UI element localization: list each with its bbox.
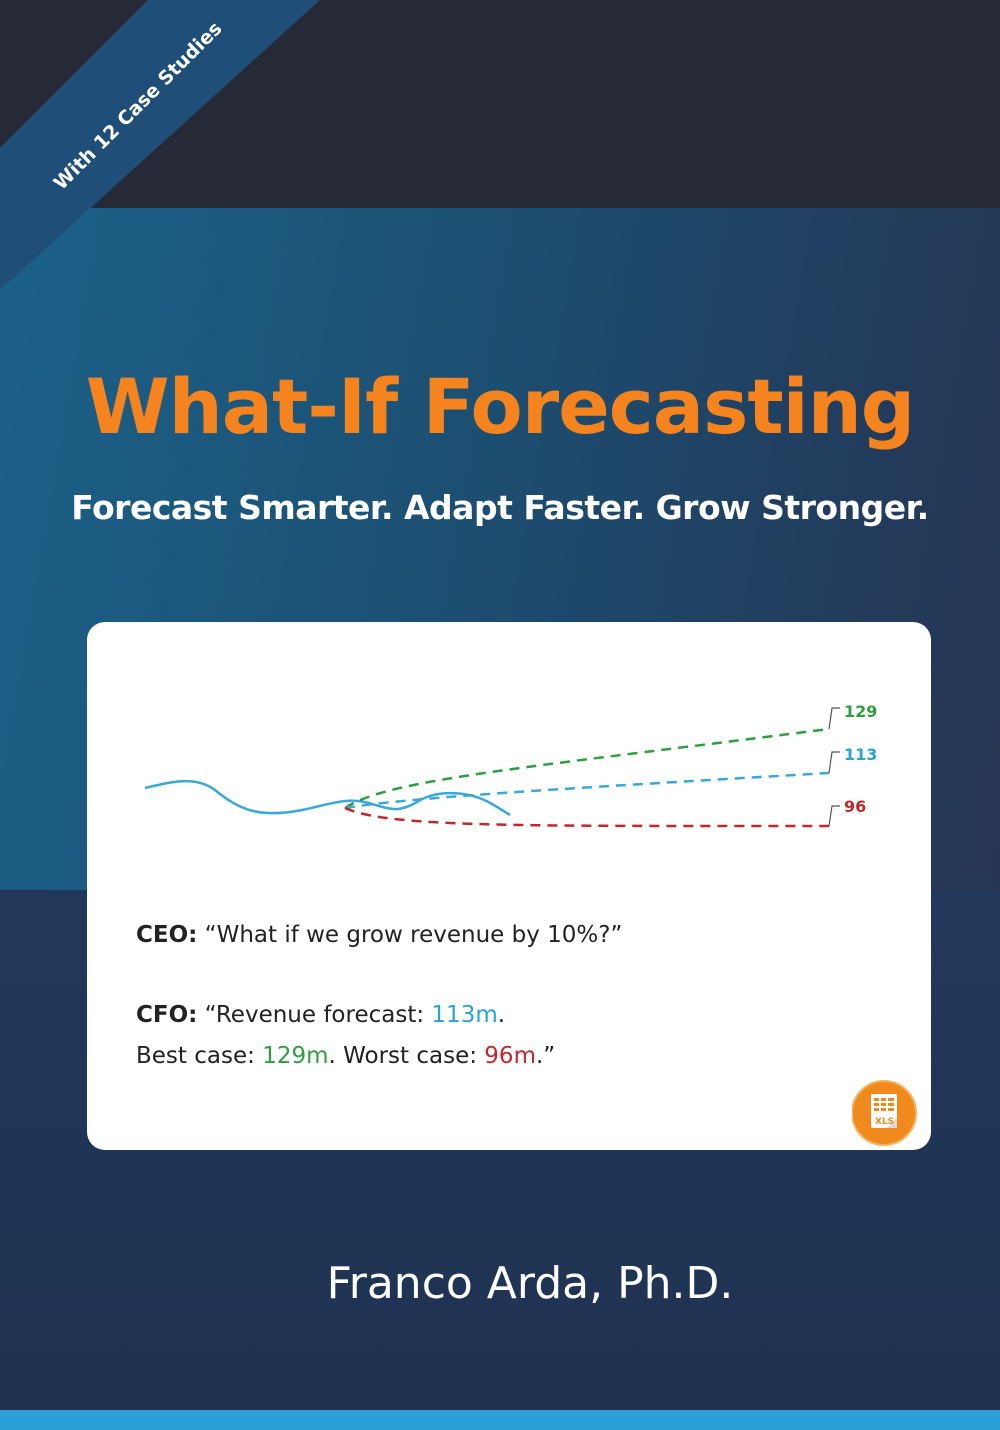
best-case-line: [344, 727, 830, 810]
scenario-card: 129 113 96 CEO: “What if we grow revenue…: [87, 622, 931, 1150]
quote-close: .”: [535, 1043, 556, 1069]
cfo-period: .: [497, 1002, 506, 1028]
worst-case-label: 96: [844, 797, 866, 816]
cfo-line: CFO: “Revenue forecast: 113m.: [136, 1002, 505, 1028]
xls-file-icon: XLS: [852, 1080, 917, 1146]
xls-badge-text: XLS: [875, 1117, 894, 1127]
author-name: Franco Arda, Ph.D.: [326, 1258, 734, 1309]
book-subtitle: Forecast Smarter. Adapt Faster. Grow Str…: [71, 488, 929, 527]
cases-line: Best case: 129m. Worst case: 96m.”: [136, 1043, 555, 1069]
forecast-chart: 129 113 96: [144, 702, 877, 828]
forecast-bracket: [828, 751, 840, 774]
ceo-quote: “What if we grow revenue by 10%?”: [204, 922, 623, 948]
best-case-bracket: [828, 707, 840, 730]
worst-case-value: 96m: [484, 1043, 536, 1069]
book-title: What-If Forecasting: [85, 362, 915, 451]
forecast-label: 113: [844, 745, 877, 764]
best-case-text: Best case:: [136, 1043, 263, 1069]
forecast-value: 113m: [431, 1002, 498, 1028]
bottom-strip: [0, 1410, 1000, 1430]
historical-line: [144, 779, 511, 817]
best-case-value: 129m: [262, 1043, 329, 1069]
cfo-label: CFO:: [136, 1002, 198, 1028]
forecast-line: [344, 771, 830, 810]
worst-case-text: . Worst case:: [328, 1043, 485, 1069]
ceo-label: CEO:: [136, 922, 198, 948]
best-case-label: 129: [844, 702, 877, 721]
cfo-quote-start: “Revenue forecast:: [204, 1002, 432, 1028]
worst-case-line: [344, 806, 830, 828]
ceo-line: CEO: “What if we grow revenue by 10%?”: [136, 922, 622, 948]
corner-ribbon: With 12 Case Studies: [0, 0, 360, 300]
worst-case-bracket: [828, 805, 840, 827]
